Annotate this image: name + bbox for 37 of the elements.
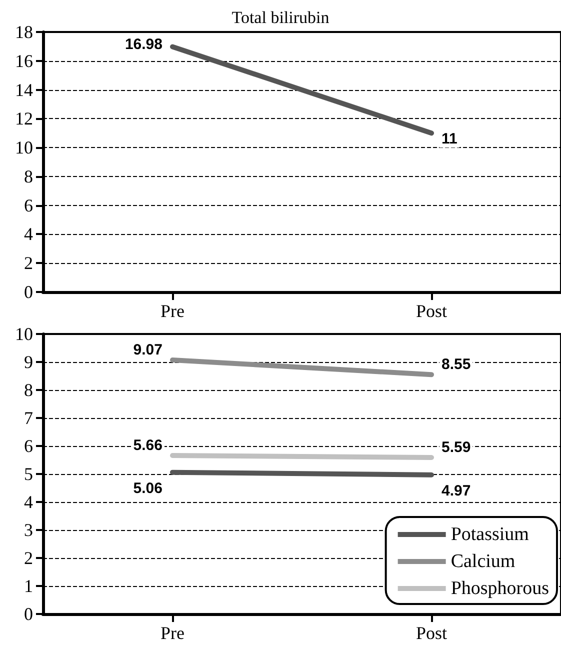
x-tick-label: Post	[416, 301, 448, 321]
legend-label: Calcium	[450, 551, 516, 572]
y-tick-label: 0	[24, 282, 33, 302]
y-tick-label: 7	[24, 408, 33, 428]
data-label: 16.98	[124, 36, 162, 54]
data-label: 5.06	[133, 480, 162, 497]
data-label: 9.07	[133, 342, 162, 359]
y-tick-label: 18	[15, 22, 33, 42]
y-tick-label: 4	[24, 224, 33, 244]
legend-label: Phosphorous	[450, 578, 550, 599]
y-tick-label: 0	[24, 604, 33, 624]
y-tick-label: 6	[24, 195, 33, 216]
y-tick-label: 8	[24, 380, 33, 400]
data-label: 4.97	[442, 482, 471, 500]
y-tick-label: 2	[24, 548, 33, 568]
data-label: 5.59	[442, 438, 471, 456]
x-tick-label: Pre	[160, 301, 185, 321]
data-label: 5.66	[133, 437, 162, 454]
y-tick-label: 2	[24, 253, 33, 274]
data-label: 8.55	[442, 356, 471, 374]
x-tick-label: Post	[416, 623, 448, 643]
y-tick-label: 9	[24, 352, 33, 372]
x-tick-label: Pre	[160, 623, 185, 643]
y-tick-label: 10	[15, 324, 33, 344]
y-tick-label: 14	[15, 80, 33, 100]
y-tick-label: 10	[15, 138, 33, 158]
legend-label: Potassium	[450, 524, 530, 545]
y-tick-label: 5	[24, 464, 33, 484]
y-tick-label: 8	[24, 166, 33, 186]
y-tick-label: 12	[15, 108, 33, 129]
data-label: 11	[442, 130, 458, 148]
chart-title: Total bilirubin	[232, 8, 330, 27]
y-tick-label: 6	[24, 436, 33, 456]
y-tick-label: 16	[15, 50, 33, 71]
y-tick-label: 1	[24, 576, 33, 596]
y-tick-label: 4	[24, 492, 33, 512]
y-tick-label: 3	[24, 520, 33, 540]
